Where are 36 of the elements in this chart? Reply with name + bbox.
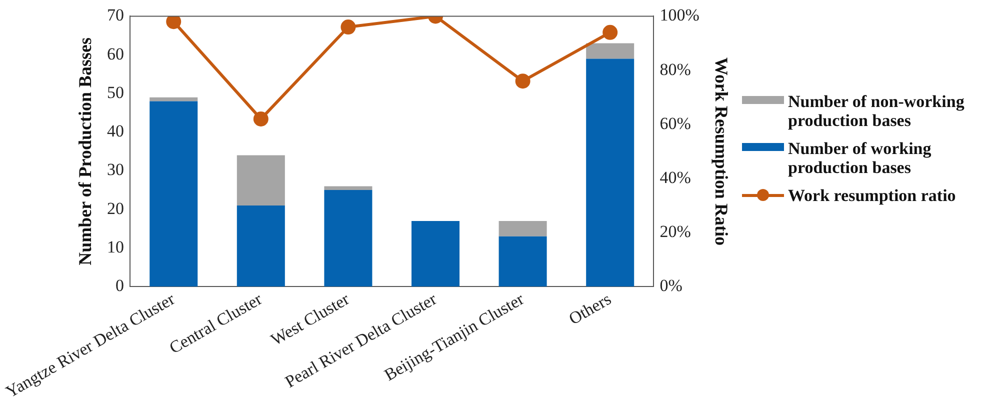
y2-tick-label: 60% <box>660 114 691 133</box>
legend-label: Number of non-working production bases <box>788 92 966 130</box>
bar <box>324 190 372 287</box>
point <box>253 111 268 126</box>
bar <box>586 58 634 287</box>
bar <box>498 220 547 236</box>
bar <box>236 206 285 287</box>
legend-label: Work resumption ratio <box>788 186 956 205</box>
y-tick-label: 50 <box>106 82 124 102</box>
y2-tick-label: 100% <box>660 6 700 25</box>
bar <box>498 236 547 287</box>
y-tick-label: 70 <box>106 6 124 25</box>
bar <box>236 155 285 206</box>
point <box>515 74 530 89</box>
y-tick-label: 10 <box>106 237 124 256</box>
point <box>340 20 356 35</box>
point <box>166 16 182 30</box>
y2-tick-label: 80% <box>660 60 691 79</box>
y2-tick-label: 40% <box>660 168 691 187</box>
bar <box>150 101 198 287</box>
y-tick-label: 30 <box>106 160 124 180</box>
bar <box>150 97 198 102</box>
point <box>602 24 618 40</box>
y2-tick-label: 20% <box>660 222 691 242</box>
y2-tick-label: 0% <box>660 276 682 296</box>
legend-label: Number of working production bases <box>788 139 932 177</box>
y2-axis-title: Work Resumption Ratio <box>712 57 732 246</box>
y-tick-label: 60 <box>106 44 124 64</box>
y-tick-label: 20 <box>106 198 124 218</box>
bar <box>586 43 634 59</box>
x-tick-label: Others <box>566 289 614 328</box>
bar <box>324 186 372 190</box>
y-tick-label: 0 <box>115 276 124 296</box>
y-tick-label: 40 <box>106 122 124 141</box>
bar <box>411 220 460 287</box>
y-axis-title: Number of Production Basses <box>74 37 95 266</box>
